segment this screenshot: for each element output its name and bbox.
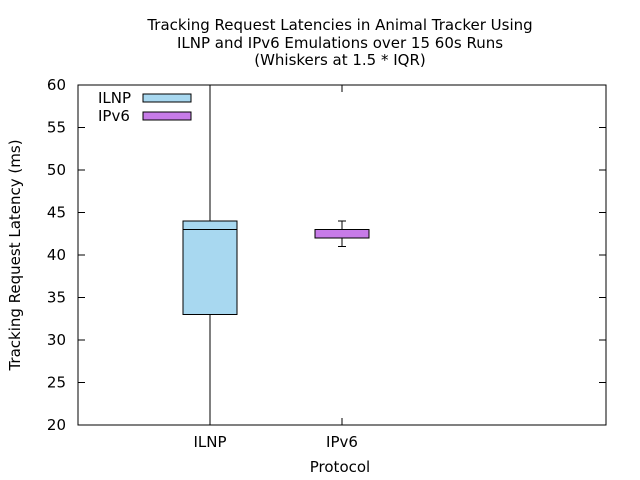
box-ipv6 (314, 220, 370, 247)
iqr-box (314, 229, 370, 239)
legend-swatch (142, 111, 192, 121)
y-tick-label: 30 (47, 331, 66, 349)
box-ilnp (182, 84, 238, 426)
y-tick-label: 35 (47, 289, 66, 307)
chart-title-line-3: (Whiskers at 1.5 * IQR) (254, 51, 426, 69)
x-tick-label: IPv6 (326, 433, 358, 451)
y-tick-label: 40 (47, 246, 66, 264)
y-axis-label: Tracking Request Latency (ms) (6, 139, 24, 371)
y-tick-label: 20 (47, 416, 66, 434)
y-tick-label: 25 (47, 374, 66, 392)
plot-area-frame (77, 84, 607, 426)
legend-label: IPv6 (98, 107, 130, 125)
x-tick-label: ILNP (193, 433, 226, 451)
y-tick-label: 60 (47, 76, 66, 94)
y-axis: 20 25 30 35 40 45 50 55 60 (47, 76, 606, 434)
y-tick-label: 45 (47, 204, 66, 222)
y-tick-label: 55 (47, 119, 66, 137)
chart-title-line-1: Tracking Request Latencies in Animal Tra… (146, 16, 532, 34)
x-axis: ILNP IPv6 (193, 85, 358, 451)
box-series (182, 84, 370, 426)
legend-label: ILNP (98, 89, 131, 107)
y-tick-label: 50 (47, 161, 66, 179)
x-axis-label: Protocol (310, 458, 370, 476)
chart-title-line-2: ILNP and IPv6 Emulations over 15 60s Run… (177, 34, 503, 52)
iqr-box (182, 220, 238, 315)
legend-swatch (142, 93, 192, 103)
chart-title: Tracking Request Latencies in Animal Tra… (146, 16, 532, 69)
